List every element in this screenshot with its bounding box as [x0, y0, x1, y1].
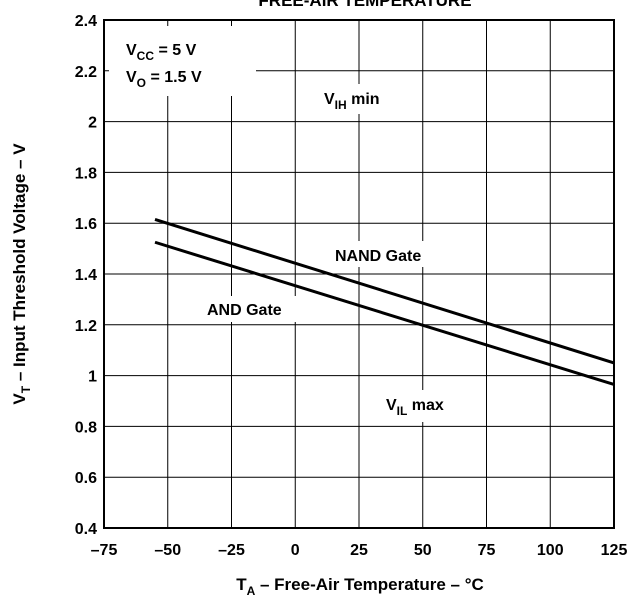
x-tick-label: 25 — [350, 542, 368, 559]
y-tick-label: 1.8 — [75, 165, 97, 182]
x-tick-label: 100 — [537, 542, 564, 559]
y-tick-label: 1 — [88, 369, 97, 386]
vil-max-label: VIL max — [386, 397, 444, 418]
y-tick-label: 0.4 — [75, 521, 97, 538]
series-line-and-gate — [154, 240, 615, 386]
grid-lines — [103, 19, 615, 529]
chart-title: FREE-AIR TEMPERATURE — [258, 0, 471, 10]
x-tick-label: 75 — [478, 542, 496, 559]
x-tick-labels: –75 –50 –25 0 25 50 75 100 125 — [91, 542, 628, 559]
y-tick-labels: 0.4 0.6 0.8 1 1.2 1.4 1.6 1.8 2 2.2 2.4 — [75, 13, 97, 538]
plot-frame — [103, 19, 615, 529]
vil-label-bg — [380, 390, 470, 422]
x-tick-label: 50 — [414, 542, 432, 559]
x-axis-label: TA – Free-Air Temperature – °C — [236, 575, 484, 597]
condition-vcc: VCC = 5 V — [126, 42, 197, 63]
x-tick-label: –75 — [91, 542, 118, 559]
x-tick-label: 0 — [291, 542, 300, 559]
nand-gate-label: NAND Gate — [335, 248, 421, 265]
vih-min-label: VIH min — [324, 91, 380, 112]
x-tick-label: 125 — [601, 542, 628, 559]
y-tick-label: 2.2 — [75, 64, 97, 81]
conditions-box — [109, 26, 256, 96]
y-axis-label: VT – Input Threshold Voltage – V — [10, 143, 33, 405]
y-tick-label: 0.6 — [75, 470, 97, 487]
y-tick-label: 1.4 — [75, 267, 97, 284]
x-tick-label: –25 — [218, 542, 245, 559]
x-tick-label: –50 — [154, 542, 181, 559]
nand-label-bg — [329, 241, 452, 267]
series-lines — [154, 217, 615, 386]
y-tick-label: 2.4 — [75, 13, 97, 30]
y-tick-label: 1.2 — [75, 318, 97, 335]
series-line-nand-gate — [154, 217, 615, 365]
and-gate-label: AND Gate — [207, 302, 282, 319]
y-tick-label: 2 — [88, 115, 97, 132]
y-tick-label: 0.8 — [75, 419, 97, 436]
y-tick-label: 1.6 — [75, 216, 97, 233]
vih-label-bg — [318, 84, 406, 114]
condition-vo: VO = 1.5 V — [126, 69, 202, 90]
and-label-bg — [202, 296, 310, 322]
